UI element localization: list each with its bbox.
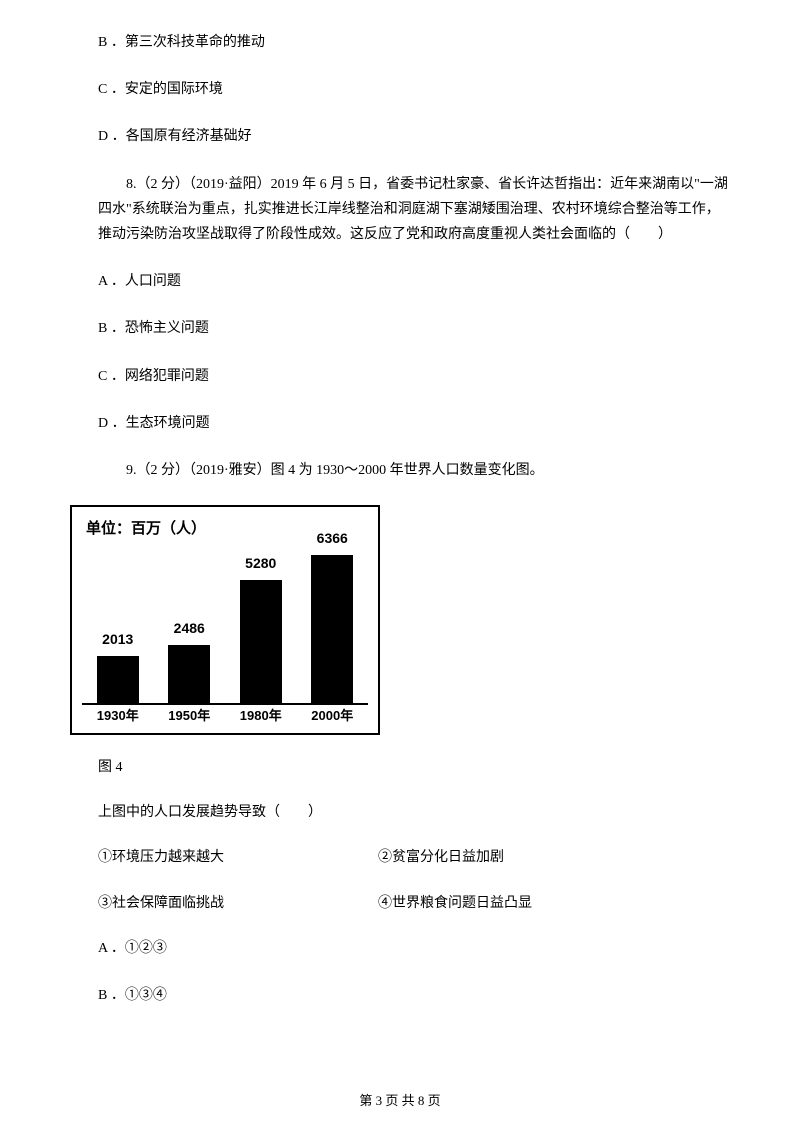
- statement-3: ③社会保障面临挑战: [98, 891, 378, 916]
- q9-option-a: A ．①②③: [70, 936, 730, 961]
- q9-subquestion: 上图中的人口发展趋势导致（ ）: [70, 800, 730, 825]
- figure-label: 图 4: [70, 755, 730, 780]
- page-footer: 第 3 页 共 8 页: [0, 1089, 800, 1112]
- q7-option-c: C ．安定的国际环境: [70, 77, 730, 102]
- bar: [168, 645, 210, 703]
- bars-area: 2013 2486 5280 6366: [72, 533, 378, 703]
- q7-option-d: D ．各国原有经济基础好: [70, 124, 730, 149]
- q7-option-b: B ．第三次科技革命的推动: [70, 30, 730, 55]
- x-label: 1950年: [159, 704, 219, 727]
- statement-4: ④世界粮食问题日益凸显: [378, 891, 658, 916]
- statements-row-1: ①环境压力越来越大 ②贫富分化日益加剧: [70, 845, 730, 870]
- bar-value: 6366: [317, 526, 348, 551]
- bar-value: 2013: [102, 627, 133, 652]
- statement-1: ①环境压力越来越大: [98, 845, 378, 870]
- statements-row-2: ③社会保障面临挑战 ④世界粮食问题日益凸显: [70, 891, 730, 916]
- bar-value: 5280: [245, 551, 276, 576]
- bar: [311, 555, 353, 703]
- bar-value: 2486: [174, 616, 205, 641]
- q9-stem: 9.（2 分）（2019·雅安）图 4 为 1930～2000 年世界人口数量变…: [70, 458, 730, 483]
- population-chart: 单位：百万（人） 2013 2486 5280 6366 1930年 1950年…: [70, 505, 380, 735]
- q8-stem: 8.（2 分）（2019·益阳）2019 年 6 月 5 日，省委书记杜家豪、省…: [70, 172, 730, 248]
- statement-2: ②贫富分化日益加剧: [378, 845, 658, 870]
- bar: [240, 580, 282, 703]
- bar-group-1980: 5280: [231, 551, 291, 703]
- bar: [97, 656, 139, 703]
- q8-option-d: D ．生态环境问题: [70, 411, 730, 436]
- x-axis-labels: 1930年 1950年 1980年 2000年: [72, 704, 378, 727]
- q8-option-b: B ．恐怖主义问题: [70, 316, 730, 341]
- x-label: 1930年: [88, 704, 148, 727]
- q9-option-b: B ．①③④: [70, 983, 730, 1008]
- x-label: 1980年: [231, 704, 291, 727]
- x-label: 2000年: [302, 704, 362, 727]
- q8-option-a: A ．人口问题: [70, 269, 730, 294]
- bar-group-1950: 2486: [159, 616, 219, 703]
- bar-group-1930: 2013: [88, 627, 148, 703]
- q8-option-c: C ．网络犯罪问题: [70, 364, 730, 389]
- bar-group-2000: 6366: [302, 526, 362, 703]
